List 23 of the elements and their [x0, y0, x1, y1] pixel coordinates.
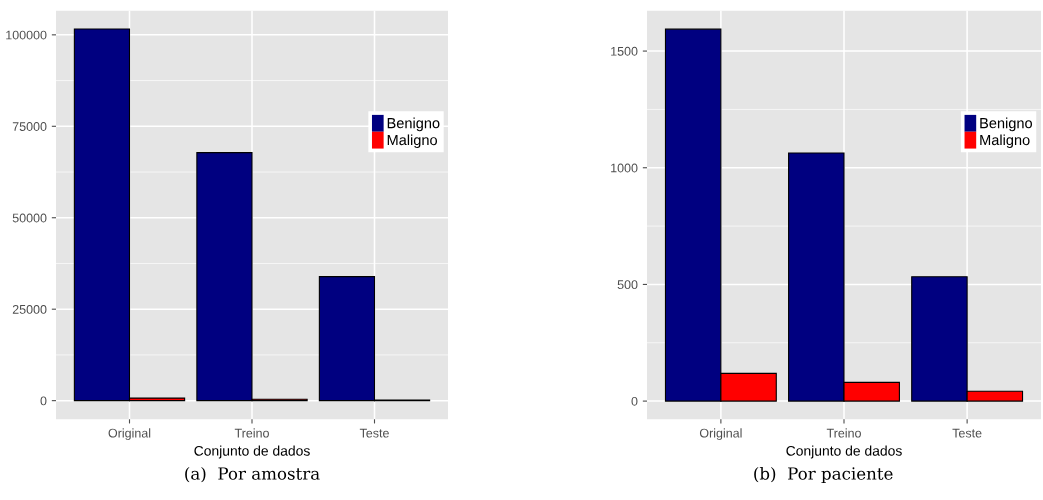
- x-tick-label: Teste: [359, 428, 389, 438]
- x-axis-title: Conjunto de dados: [194, 445, 310, 459]
- y-tick-label: 50000: [12, 213, 47, 223]
- y-tick-label: 0: [40, 396, 47, 406]
- y-tick-label: 1500: [611, 46, 638, 56]
- legend-label: Maligno: [980, 134, 1030, 149]
- x-tick-label: Original: [108, 428, 151, 440]
- x-axis-title: Conjunto de dados: [786, 445, 902, 459]
- x-tick-label: Original: [699, 428, 742, 440]
- legend-label: Benigno: [980, 117, 1033, 132]
- y-tick-label: 100000: [6, 30, 47, 40]
- y-tick-label: 75000: [12, 122, 47, 131]
- x-tick-label: Treino: [234, 428, 269, 438]
- legend-label: Benigno: [387, 117, 440, 132]
- y-tick-label: 25000: [12, 304, 47, 314]
- y-tick-label: 1000: [611, 163, 638, 173]
- text: (a) Por amostra: [185, 466, 320, 483]
- y-tick-label: 500: [617, 280, 638, 290]
- x-tick-label: Teste: [952, 428, 982, 438]
- legend-label: Maligno: [387, 134, 438, 149]
- x-tick-label: Treino: [826, 428, 861, 438]
- text: (b) Por paciente: [754, 466, 893, 484]
- y-tick-label: 0: [631, 396, 638, 406]
